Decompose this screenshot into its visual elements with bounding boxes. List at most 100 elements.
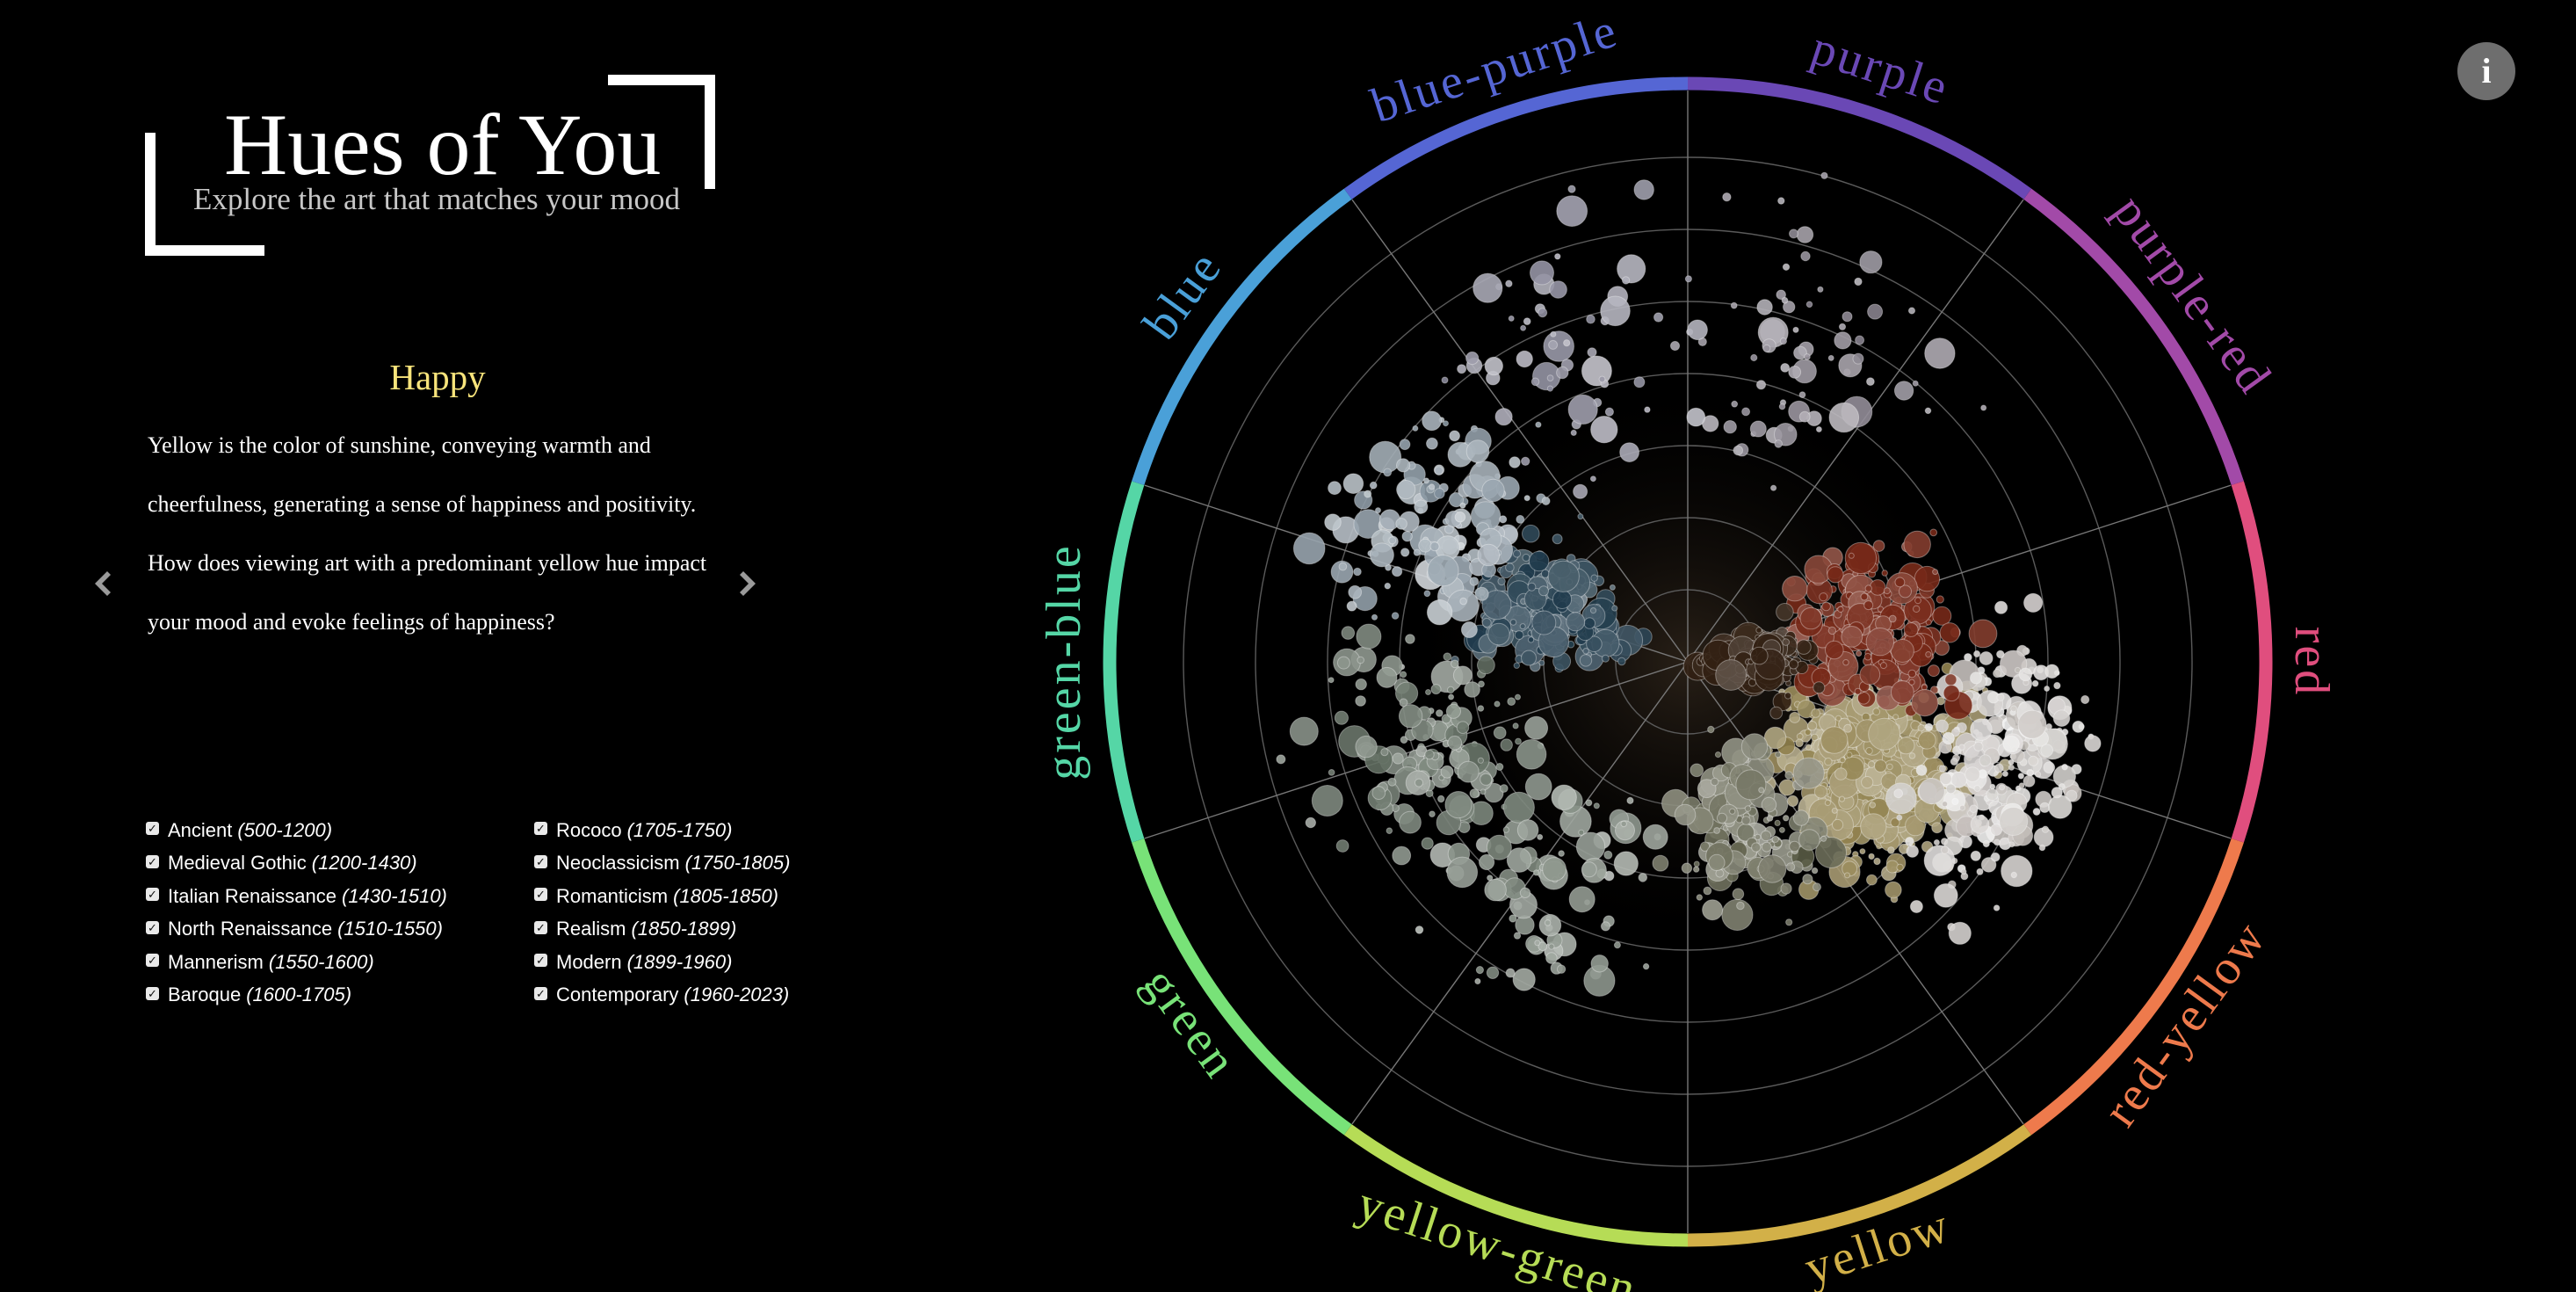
- artwork-dot[interactable]: [1515, 693, 1521, 700]
- hue-ring-purple[interactable]: [1687, 76, 2032, 200]
- artwork-dot[interactable]: [1999, 807, 2029, 836]
- artwork-dot[interactable]: [1796, 733, 1804, 740]
- artwork-dot[interactable]: [1868, 717, 1901, 751]
- artwork-dot[interactable]: [1545, 952, 1558, 964]
- artwork-dot[interactable]: [1896, 863, 1904, 872]
- artwork-dot[interactable]: [1834, 331, 1852, 350]
- artwork-dot[interactable]: [1477, 656, 1495, 675]
- artwork-dot[interactable]: [1538, 308, 1548, 318]
- artwork-dot[interactable]: [1497, 577, 1506, 586]
- artwork-dot[interactable]: [1933, 883, 1958, 908]
- artwork-dot[interactable]: [1690, 763, 1704, 778]
- hue-ring-yellow-green[interactable]: [1343, 1124, 1689, 1247]
- artwork-dot[interactable]: [2080, 694, 2090, 705]
- artwork-dot[interactable]: [1400, 671, 1407, 679]
- artwork-dot[interactable]: [1874, 759, 1887, 773]
- artwork-dot[interactable]: [1586, 314, 1596, 324]
- artwork-dot[interactable]: [1399, 698, 1408, 708]
- artwork-dot[interactable]: [1909, 900, 1923, 913]
- artwork-dot[interactable]: [1652, 854, 1669, 872]
- artwork-dot[interactable]: [1479, 853, 1495, 871]
- artwork-dot[interactable]: [2045, 722, 2052, 730]
- artwork-dot[interactable]: [1756, 299, 1773, 316]
- artwork-dot[interactable]: [1936, 719, 1949, 733]
- artwork-dot[interactable]: [1932, 569, 1939, 576]
- artwork-dot[interactable]: [1970, 671, 1983, 685]
- artwork-dot[interactable]: [1477, 705, 1485, 712]
- artwork-dot[interactable]: [2027, 769, 2034, 777]
- artwork-dot[interactable]: [1512, 968, 1536, 991]
- artwork-dot[interactable]: [1475, 966, 1485, 975]
- artwork-dot[interactable]: [1477, 757, 1485, 764]
- artwork-dot[interactable]: [1751, 842, 1762, 853]
- artwork-dot[interactable]: [1459, 502, 1466, 509]
- artwork-dot[interactable]: [1908, 752, 1916, 759]
- artwork-dot[interactable]: [1324, 513, 1342, 532]
- artwork-dot[interactable]: [1774, 423, 1798, 446]
- artwork-dot[interactable]: [1781, 296, 1789, 304]
- artwork-dot[interactable]: [1770, 484, 1777, 491]
- artwork-dot[interactable]: [1421, 837, 1434, 850]
- artwork-dot[interactable]: [1454, 512, 1466, 523]
- artwork-dot[interactable]: [1755, 627, 1762, 634]
- artwork-dot[interactable]: [1619, 442, 1639, 462]
- artwork-dot[interactable]: [1465, 439, 1490, 463]
- artwork-dot[interactable]: [1456, 721, 1470, 735]
- artwork-dot[interactable]: [2053, 681, 2061, 690]
- artwork-dot[interactable]: [1289, 716, 1319, 746]
- artwork-dot[interactable]: [1820, 171, 1828, 179]
- artwork-dot[interactable]: [1590, 574, 1598, 582]
- artwork-dot[interactable]: [1731, 400, 1739, 408]
- artwork-dot[interactable]: [1388, 536, 1397, 545]
- artwork-dot[interactable]: [1867, 303, 1884, 320]
- artwork-dot[interactable]: [1866, 874, 1878, 886]
- artwork-dot[interactable]: [1531, 610, 1557, 635]
- artwork-dot[interactable]: [1907, 669, 1917, 679]
- artwork-dot[interactable]: [1460, 621, 1478, 638]
- artwork-dot[interactable]: [1405, 634, 1415, 644]
- artwork-dot[interactable]: [1544, 919, 1552, 926]
- artwork-dot[interactable]: [1437, 795, 1445, 803]
- hue-ring-purple-red[interactable]: [2023, 188, 2244, 485]
- artwork-dot[interactable]: [1423, 590, 1431, 598]
- artwork-dot[interactable]: [1834, 767, 1848, 780]
- era-filter-medieval-gothic[interactable]: ✓ Medieval Gothic (1200-1430): [146, 847, 447, 881]
- artwork-dot[interactable]: [1911, 689, 1939, 717]
- artwork-dot[interactable]: [1481, 618, 1492, 628]
- artwork-dot[interactable]: [1948, 921, 1972, 945]
- artwork-dot[interactable]: [1600, 295, 1631, 327]
- artwork-dot[interactable]: [1708, 853, 1726, 872]
- checkbox[interactable]: ✓: [534, 920, 547, 934]
- artwork-dot[interactable]: [2014, 666, 2022, 674]
- artwork-dot[interactable]: [1487, 622, 1510, 646]
- artwork-dot[interactable]: [1567, 185, 1576, 193]
- artwork-dot[interactable]: [1891, 680, 1914, 704]
- artwork-dot[interactable]: [1529, 550, 1550, 572]
- artwork-dot[interactable]: [1973, 741, 1984, 752]
- artwork-dot[interactable]: [1423, 477, 1429, 484]
- artwork-dot[interactable]: [1776, 603, 1794, 621]
- artwork-dot[interactable]: [1950, 758, 1958, 766]
- artwork-dot[interactable]: [2018, 782, 2025, 789]
- artwork-dot[interactable]: [1769, 706, 1784, 720]
- artwork-dot[interactable]: [1873, 857, 1881, 866]
- artwork-dot[interactable]: [1710, 777, 1719, 787]
- artwork-dot[interactable]: [1633, 376, 1646, 388]
- artwork-dot[interactable]: [1834, 610, 1842, 619]
- artwork-dot[interactable]: [1509, 914, 1517, 923]
- artwork-dot[interactable]: [1412, 425, 1419, 432]
- artwork-dot[interactable]: [1533, 869, 1540, 876]
- artwork-dot[interactable]: [1686, 407, 1706, 427]
- artwork-dot[interactable]: [1653, 312, 1664, 323]
- artwork-dot[interactable]: [1429, 483, 1436, 490]
- artwork-dot[interactable]: [1693, 860, 1700, 867]
- artwork-dot[interactable]: [2008, 841, 2015, 848]
- artwork-dot[interactable]: [1899, 584, 1912, 599]
- artwork-dot[interactable]: [1440, 765, 1454, 779]
- artwork-dot[interactable]: [1481, 478, 1505, 503]
- artwork-dot[interactable]: [1893, 788, 1904, 799]
- checkbox[interactable]: ✓: [534, 854, 547, 868]
- artwork-dot[interactable]: [1970, 850, 1981, 861]
- artwork-dot[interactable]: [1590, 416, 1618, 444]
- artwork-dot[interactable]: [1552, 533, 1563, 545]
